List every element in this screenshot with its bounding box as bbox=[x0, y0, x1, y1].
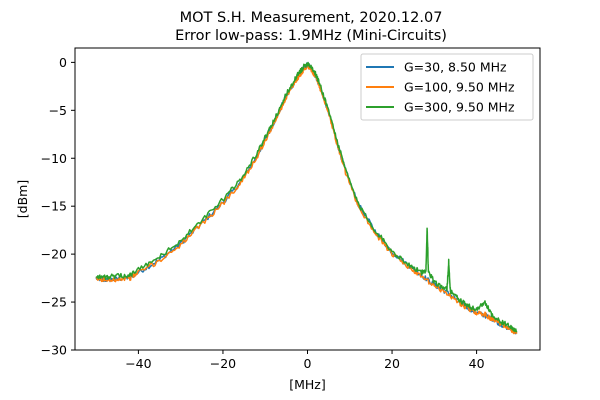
x-tick-label: −20 bbox=[210, 356, 236, 371]
y-axis-label: [dBm] bbox=[15, 180, 30, 218]
x-tick-label: 40 bbox=[469, 356, 485, 371]
series-line-3 bbox=[95, 61, 518, 333]
y-tick-label: −5 bbox=[49, 103, 67, 118]
legend-label-3: G=300, 9.50 MHz bbox=[404, 100, 515, 115]
legend-box bbox=[360, 53, 534, 121]
chart-title: MOT S.H. Measurement, 2020.12.07 bbox=[180, 10, 443, 26]
ticks-layer: −40 −20 0 20 40 0 −5 −10 −15 −20 −25 −30 bbox=[41, 55, 485, 371]
x-axis-label: [MHz] bbox=[289, 377, 326, 392]
y-tick-label: −15 bbox=[41, 199, 67, 214]
y-tick-label: −10 bbox=[41, 151, 67, 166]
series-layer bbox=[95, 61, 518, 335]
x-tick-label: −40 bbox=[125, 356, 151, 371]
y-tick-label: 0 bbox=[59, 55, 67, 70]
legend: G=30, 8.50 MHz G=100, 9.50 MHz G=300, 9.50… bbox=[360, 53, 534, 121]
y-tick-label: −20 bbox=[41, 247, 67, 262]
legend-label-2: G=100, 9.50 MHz bbox=[404, 80, 515, 95]
plot-frame bbox=[74, 47, 541, 351]
y-tick-label: −25 bbox=[41, 295, 67, 310]
x-tick-label: 0 bbox=[304, 356, 312, 371]
legend-label-1: G=30, 8.50 MHz bbox=[404, 60, 507, 75]
chart-subtitle: Error low-pass: 1.9MHz (Mini-Circuits) bbox=[175, 28, 447, 44]
y-tick-label: −30 bbox=[41, 343, 67, 358]
x-tick-label: 20 bbox=[384, 356, 400, 371]
